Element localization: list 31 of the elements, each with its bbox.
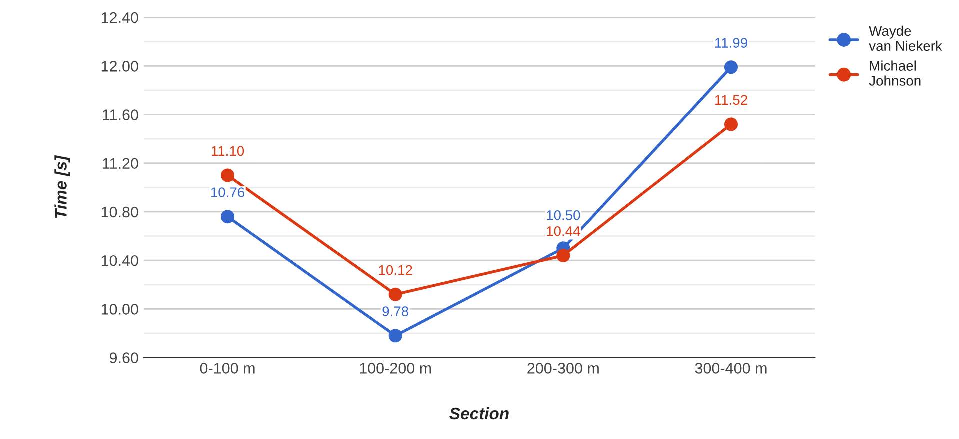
y-tick-label: 10.40 — [102, 255, 138, 266]
point — [724, 118, 738, 132]
point — [388, 329, 402, 343]
data-label: 11.52 — [715, 95, 748, 106]
data-label: 10.44 — [547, 226, 580, 236]
x-tick-label: 0-100 m — [200, 363, 255, 374]
data-label: 10.76 — [211, 188, 245, 198]
legend-label: Wayde van Niekerk — [869, 26, 942, 52]
y-tick-label: 12.40 — [102, 12, 138, 24]
x-axis-title: Section — [450, 407, 509, 420]
x-tick-label: 100-200 m — [360, 363, 432, 374]
point — [388, 288, 402, 302]
data-label: 10.50 — [547, 210, 580, 220]
y-tick-label: 10.00 — [102, 304, 138, 315]
x-tick-label: 200-300 m — [528, 363, 599, 374]
y-tick-label: 12.00 — [102, 61, 138, 72]
data-label: 11.99 — [715, 38, 748, 48]
data-label: 11.10 — [212, 146, 244, 156]
y-tick-label: 11.20 — [103, 158, 138, 170]
y-tick-label: 9.60 — [110, 352, 138, 364]
x-tick-label: 300-400 m — [695, 363, 767, 374]
y-axis-title: Time [s] — [54, 155, 70, 218]
data-label: 10.12 — [379, 265, 412, 276]
point — [556, 248, 570, 262]
y-tick-label: 11.60 — [103, 110, 138, 120]
point — [220, 210, 235, 224]
legend-label: Michael Johnson — [869, 60, 921, 86]
point — [220, 168, 235, 182]
data-label: 9.78 — [382, 306, 408, 316]
y-tick-label: 10.80 — [102, 206, 138, 218]
point — [724, 60, 738, 74]
